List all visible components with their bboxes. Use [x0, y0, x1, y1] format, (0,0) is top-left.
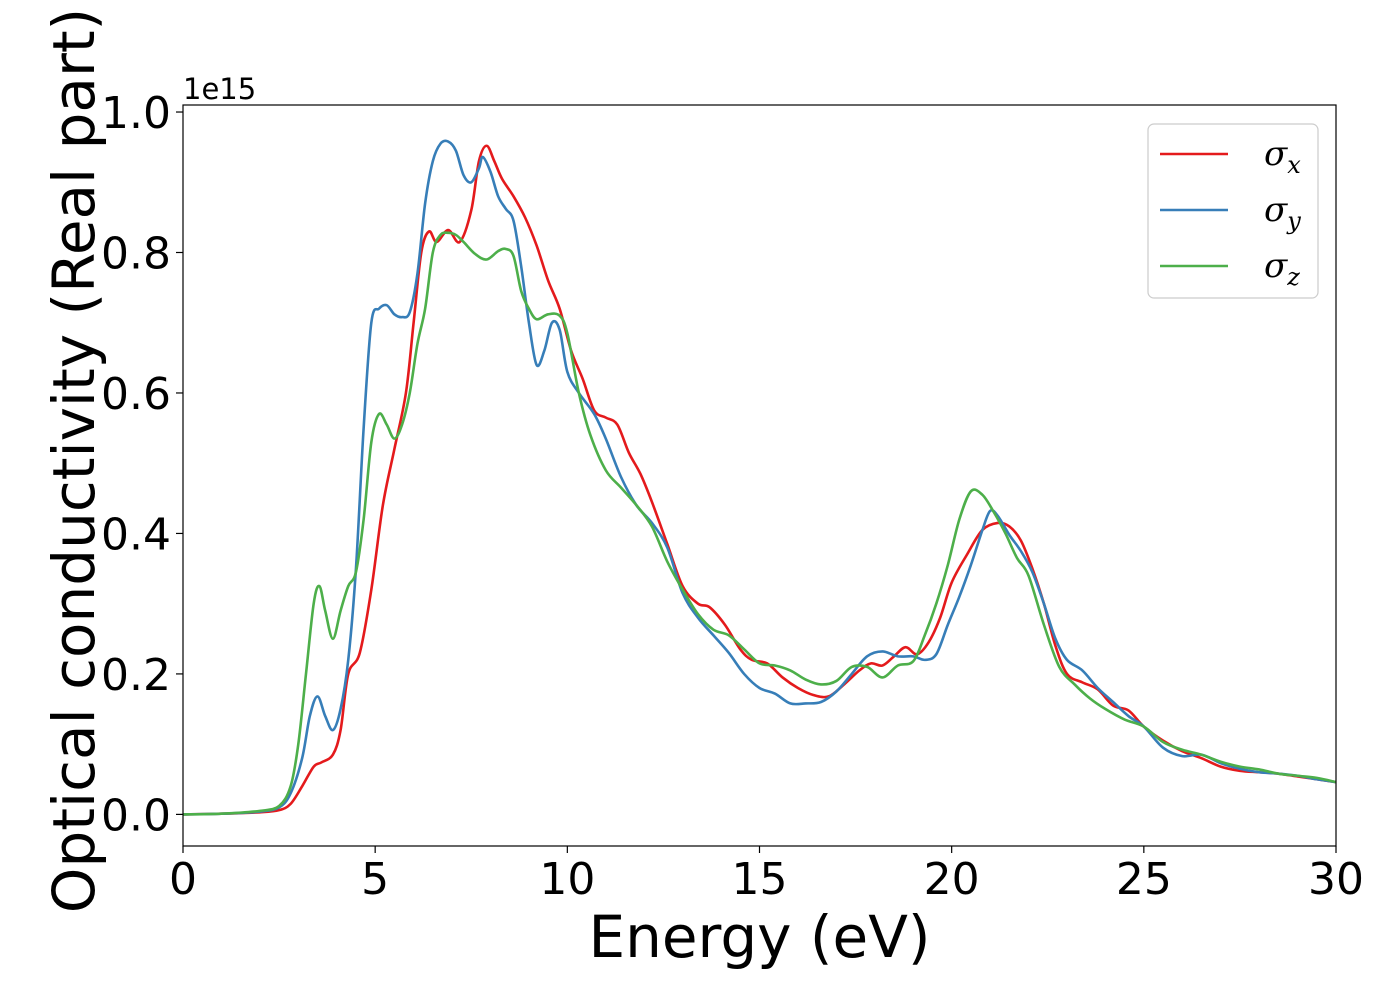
y-tick-label: 0.6: [101, 369, 171, 420]
y-axis-offset-label: 1e15: [183, 72, 256, 106]
legend-label: σx: [1264, 134, 1301, 179]
y-tick-label: 0.8: [101, 228, 171, 279]
x-tick-label: 15: [732, 854, 788, 905]
x-tick-label: 25: [1116, 854, 1172, 905]
series-layer: [183, 139, 1336, 816]
y-tick-label: 1.0: [101, 88, 171, 139]
legend-item-z: σz: [1160, 246, 1300, 291]
y-axis: 0.0 0.2 0.4 0.6 0.8 1.0: [101, 88, 183, 841]
y-tick-label: 0.2: [101, 650, 171, 701]
legend-item-x: σx: [1160, 134, 1301, 179]
x-axis-title: Energy (eV): [588, 903, 930, 971]
x-tick-label: 10: [539, 854, 595, 905]
y-tick-label: 0.0: [101, 790, 171, 841]
x-tick-label: 5: [361, 854, 389, 905]
legend-label: σz: [1264, 246, 1300, 291]
x-tick-label: 30: [1308, 854, 1364, 905]
series-line-x: [183, 144, 1336, 816]
y-axis-title: Optical conductivity (Real part): [40, 8, 108, 913]
series-line-z: [183, 231, 1336, 816]
legend-box: [1147, 123, 1319, 299]
x-tick-label: 20: [924, 854, 980, 905]
legend: σx σy σz: [1147, 123, 1319, 299]
legend-item-y: σy: [1160, 190, 1301, 235]
y-tick-label: 0.4: [101, 509, 171, 560]
x-axis: 0 5 10 15 20 25 30: [169, 846, 1364, 905]
legend-label: σy: [1264, 190, 1301, 235]
x-tick-label: 0: [169, 854, 197, 905]
